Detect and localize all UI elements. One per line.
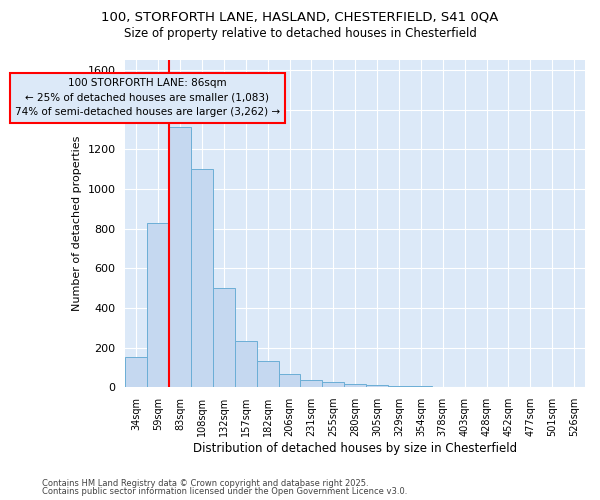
Bar: [148, 222, 169, 387]
Bar: [432, 386, 454, 387]
Bar: [366, 385, 388, 387]
Bar: [278, 374, 301, 387]
X-axis label: Distribution of detached houses by size in Chesterfield: Distribution of detached houses by size …: [193, 442, 517, 455]
Bar: [257, 361, 278, 387]
Bar: [213, 288, 235, 387]
Text: 100 STORFORTH LANE: 86sqm
← 25% of detached houses are smaller (1,083)
74% of se: 100 STORFORTH LANE: 86sqm ← 25% of detac…: [15, 78, 280, 118]
Bar: [169, 128, 191, 387]
Bar: [410, 386, 432, 387]
Bar: [344, 384, 366, 387]
Text: Contains public sector information licensed under the Open Government Licence v3: Contains public sector information licen…: [42, 487, 407, 496]
Y-axis label: Number of detached properties: Number of detached properties: [72, 136, 82, 312]
Bar: [191, 169, 213, 387]
Text: Contains HM Land Registry data © Crown copyright and database right 2025.: Contains HM Land Registry data © Crown c…: [42, 478, 368, 488]
Bar: [235, 341, 257, 387]
Bar: [322, 382, 344, 387]
Bar: [388, 386, 410, 387]
Bar: [301, 380, 322, 387]
Bar: [125, 358, 148, 387]
Text: 100, STORFORTH LANE, HASLAND, CHESTERFIELD, S41 0QA: 100, STORFORTH LANE, HASLAND, CHESTERFIE…: [101, 10, 499, 23]
Text: Size of property relative to detached houses in Chesterfield: Size of property relative to detached ho…: [124, 28, 476, 40]
